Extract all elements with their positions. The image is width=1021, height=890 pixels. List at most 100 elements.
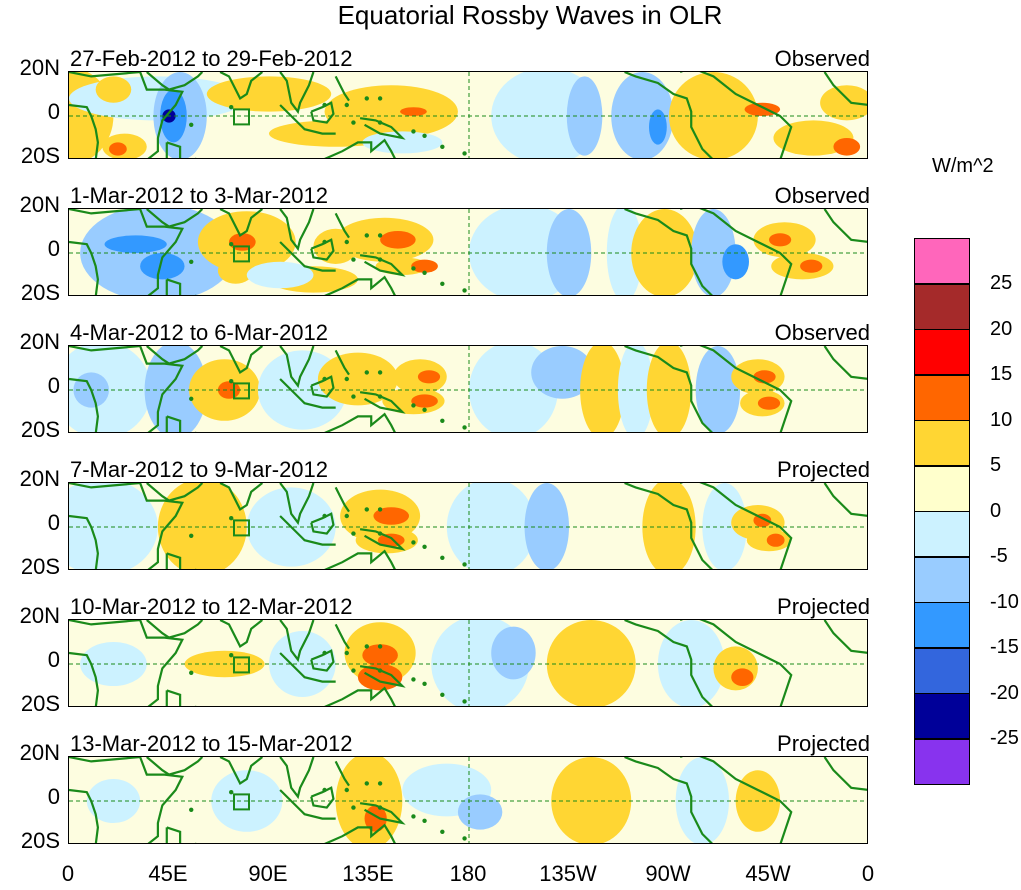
coastline [324, 138, 396, 158]
coastline [146, 72, 204, 91]
island [411, 540, 416, 545]
coastline [310, 649, 335, 672]
coastline [279, 378, 336, 409]
olr-anomaly-region [491, 626, 536, 680]
coastline [279, 483, 315, 526]
island [440, 829, 445, 834]
anomaly-contour-map [69, 483, 867, 569]
coastline [69, 103, 100, 158]
coastline [279, 104, 336, 135]
island [194, 842, 197, 843]
coastline [334, 486, 350, 513]
panel-kind-label: Projected [777, 731, 870, 756]
olr-anomaly-region [642, 483, 696, 569]
island [411, 814, 416, 819]
colorbar-tick-label: 10 [990, 408, 1013, 431]
anomaly-contour-map [69, 72, 867, 158]
colorbar-tick-label: -25 [990, 727, 1019, 749]
coastline [279, 757, 315, 800]
latitude-label: 20N [19, 55, 60, 80]
coastline [334, 212, 350, 239]
olr-anomaly-region [324, 85, 458, 138]
latitude-label: 0 [47, 510, 60, 535]
island [411, 129, 416, 134]
coastline [324, 275, 396, 295]
coastline [146, 757, 204, 776]
anomaly-contour-map [69, 620, 867, 706]
colorbar-tick-label: 25 [990, 272, 1013, 294]
island [364, 781, 369, 786]
olr-anomaly-region [800, 259, 823, 273]
island [322, 102, 327, 108]
olr-anomaly-region [80, 209, 236, 295]
island [229, 790, 234, 795]
latitude-label: 0 [47, 99, 60, 124]
coastline [624, 209, 713, 295]
coastline [69, 620, 185, 706]
island [440, 555, 445, 560]
island [377, 394, 383, 399]
map-panel [68, 482, 868, 570]
coastline [69, 483, 185, 569]
coastline [165, 141, 182, 158]
island [377, 531, 383, 536]
olr-anomaly-region [631, 209, 698, 295]
coastline [823, 620, 867, 654]
island [351, 668, 356, 673]
island [377, 644, 383, 649]
coastline [624, 346, 713, 432]
coastline [279, 72, 315, 115]
island [377, 370, 383, 375]
longitude-label: 0 [61, 861, 75, 886]
coastline [310, 512, 335, 535]
olr-anomaly-region [546, 209, 592, 295]
latitude-label: 20S [20, 280, 60, 305]
island [194, 568, 197, 569]
olr-anomaly-region [411, 394, 438, 408]
colorbar-swatch [914, 283, 970, 330]
map-panel [68, 208, 868, 296]
colorbar-tick-label: -20 [990, 681, 1019, 704]
island [351, 257, 356, 262]
olr-anomaly-region [646, 346, 692, 432]
island [422, 270, 427, 275]
reference-box [233, 656, 250, 674]
island [377, 668, 383, 673]
island [422, 133, 427, 138]
olr-anomaly-region [140, 253, 185, 280]
island [462, 562, 467, 567]
olr-anomaly-region [217, 257, 254, 284]
coastline [219, 483, 264, 511]
olr-anomaly-region [457, 794, 503, 830]
island [229, 379, 234, 384]
coastline [219, 620, 264, 648]
coastline [324, 823, 396, 843]
panel-date-range: 1-Mar-2012 to 3-Mar-2012 [70, 183, 329, 208]
coastline [165, 278, 182, 295]
panel-date-range: 10-Mar-2012 to 12-Mar-2012 [70, 594, 353, 619]
coastline [146, 346, 204, 365]
olr-anomaly-region [317, 352, 398, 406]
colorbar-tick-label: -10 [990, 590, 1019, 613]
colorbar-swatch [914, 738, 970, 785]
island [351, 805, 356, 810]
coastline [680, 620, 793, 706]
island [189, 807, 194, 812]
olr-anomaly-region [380, 231, 416, 249]
island [377, 96, 383, 101]
island [440, 281, 445, 286]
colorbar-units: W/m^2 [932, 155, 994, 177]
reference-box [233, 108, 250, 126]
longitude-label: 180 [449, 861, 487, 886]
coastline [279, 241, 336, 272]
coastline [219, 757, 264, 785]
colorbar-tick-label: 15 [990, 363, 1013, 385]
olr-anomaly-region [675, 757, 729, 843]
coastline [359, 391, 406, 414]
coastline [680, 209, 793, 295]
island [344, 376, 349, 382]
colorbar-swatch [914, 329, 970, 375]
olr-anomaly-region [722, 244, 750, 280]
reference-box [233, 245, 250, 263]
island [351, 394, 356, 399]
